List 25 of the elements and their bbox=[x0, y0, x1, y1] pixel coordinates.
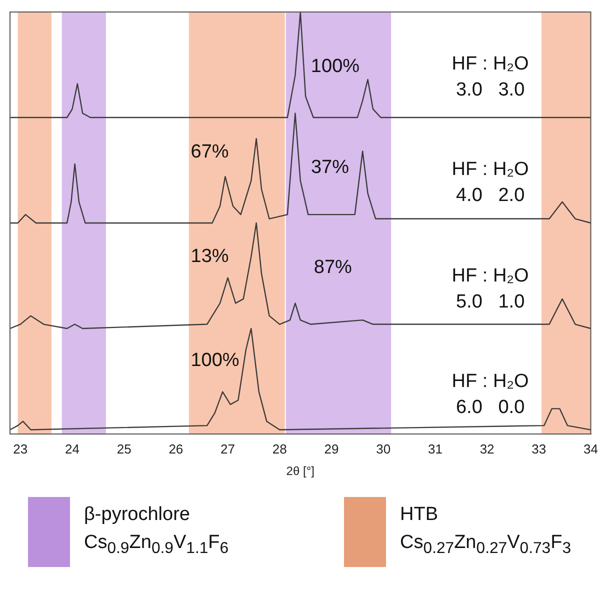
x-tick-label: 32 bbox=[480, 441, 494, 456]
annotation: HF : H₂O 3.0 3.0 bbox=[452, 54, 529, 101]
annotation: 100% bbox=[190, 350, 240, 372]
x-tick-label: 25 bbox=[116, 441, 132, 456]
annotation: HF : H₂O 5.0 1.0 bbox=[452, 265, 529, 312]
x-tick-label: 34 bbox=[584, 441, 598, 456]
x-tick-label: 31 bbox=[428, 441, 442, 456]
x-tick-label: 28 bbox=[272, 441, 287, 456]
x-tick-label: 24 bbox=[64, 441, 80, 456]
text: HTB Cs$_{0.27}$Zn$_{0.27}$V$_{0.73}$F$_{3}$ bbox=[400, 504, 571, 557]
annotation: HF : H₂O 4.0 2.0 bbox=[452, 159, 529, 206]
x-tick-label: 30 bbox=[376, 441, 391, 456]
x-tick-label: 33 bbox=[532, 441, 546, 456]
annotation: HF : H₂O 6.0 0.0 bbox=[452, 370, 529, 418]
annotation: 67% bbox=[190, 141, 229, 162]
x-axis-title: 2θ [°] bbox=[286, 464, 314, 478]
x-tick-label: 29 bbox=[324, 441, 339, 456]
annotation: 37% bbox=[310, 156, 350, 178]
text: β-pyrochlore Cs$_{0.9}$Zn$_{0.9}$V$_{1.1}$F$_{6}$ bbox=[84, 504, 229, 557]
x-tick-label: 26 bbox=[168, 441, 184, 456]
x-tick-label: 23 bbox=[13, 441, 28, 456]
annotation: 13% bbox=[190, 246, 229, 267]
annotation: 87% bbox=[314, 256, 352, 278]
annotation: 100% bbox=[310, 56, 360, 78]
x-tick-label: 27 bbox=[220, 441, 236, 456]
